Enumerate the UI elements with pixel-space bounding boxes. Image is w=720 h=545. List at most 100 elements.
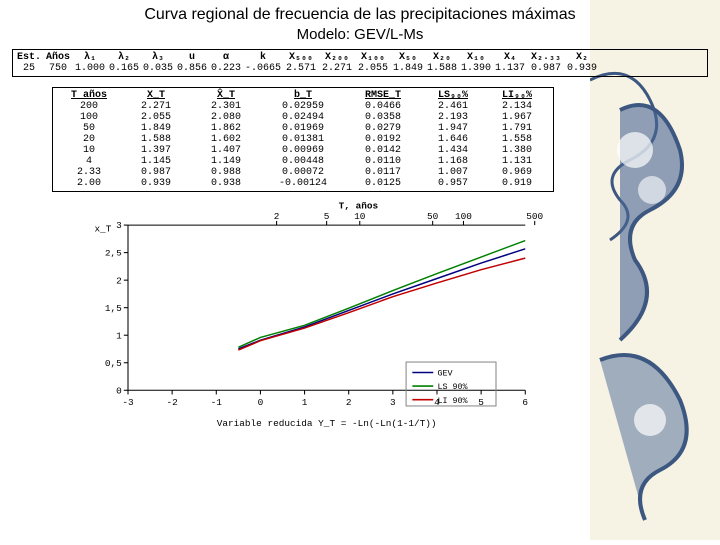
cell: 25 — [15, 63, 43, 74]
svg-text:6: 6 — [522, 397, 528, 408]
col-header: λ₂ — [107, 52, 141, 63]
page-title: Curva regional de frecuencia de las prec… — [12, 6, 708, 24]
col-header: α — [209, 52, 243, 63]
page-subtitle: Modelo: GEV/L-Ms — [12, 26, 708, 43]
svg-text:1: 1 — [116, 330, 122, 341]
cell: -.0665 — [243, 63, 283, 74]
cell: 0.939 — [565, 63, 599, 74]
col-header: k — [243, 52, 283, 63]
cell: 20 — [57, 134, 121, 145]
cell: 1.149 — [191, 156, 261, 167]
cell: 2.271 — [319, 63, 355, 74]
col-header: Est. — [15, 52, 43, 63]
cell: 0.938 — [191, 178, 261, 189]
cell: 0.00969 — [261, 145, 345, 156]
col-header: X₂.₃₃ — [527, 52, 565, 63]
cell: 0.939 — [121, 178, 191, 189]
col-header: X₅₀ — [391, 52, 425, 63]
cell: 2.134 — [485, 101, 549, 112]
cell: 0.0358 — [345, 112, 421, 123]
svg-text:5: 5 — [324, 211, 330, 222]
cell: 1.390 — [459, 63, 493, 74]
cell: 0.0192 — [345, 134, 421, 145]
svg-text:1: 1 — [302, 397, 308, 408]
col-header: X₂₀ — [425, 52, 459, 63]
cell: 1.849 — [391, 63, 425, 74]
cell: -0.00124 — [261, 178, 345, 189]
frequency-chart: 00,511,522,53-3-2-10123456251050100500T,… — [72, 200, 552, 435]
cell: 1.145 — [121, 156, 191, 167]
cell: 0.165 — [107, 63, 141, 74]
cell: 2.461 — [421, 101, 485, 112]
svg-text:Variable reducida Y_T = -Ln(-L: Variable reducida Y_T = -Ln(-Ln(1-1/T)) — [217, 418, 437, 429]
col-header: λ₃ — [141, 52, 175, 63]
svg-text:0: 0 — [116, 385, 122, 396]
cell: 0.02494 — [261, 112, 345, 123]
cell: 1.168 — [421, 156, 485, 167]
col-header: RMSE_T — [345, 90, 421, 101]
col-header: X_T — [121, 90, 191, 101]
svg-text:0: 0 — [258, 397, 264, 408]
cell: 1.558 — [485, 134, 549, 145]
cell: 1.602 — [191, 134, 261, 145]
cell: 0.0117 — [345, 167, 421, 178]
cell: 2.301 — [191, 101, 261, 112]
cell: 1.397 — [121, 145, 191, 156]
col-header: LS₉₀% — [421, 90, 485, 101]
cell: 0.0279 — [345, 123, 421, 134]
cell: 0.01969 — [261, 123, 345, 134]
cell: 0.035 — [141, 63, 175, 74]
cell: 10 — [57, 145, 121, 156]
col-header: X̂_T — [191, 90, 261, 101]
cell: 1.967 — [485, 112, 549, 123]
cell: 0.00072 — [261, 167, 345, 178]
svg-text:10: 10 — [354, 211, 366, 222]
svg-text:2: 2 — [116, 275, 122, 286]
svg-text:-1: -1 — [211, 397, 223, 408]
col-header: LI₉₀% — [485, 90, 549, 101]
col-header: λ₁ — [73, 52, 107, 63]
cell: 1.131 — [485, 156, 549, 167]
svg-text:x_T: x_T — [95, 223, 112, 234]
cell: 0.0142 — [345, 145, 421, 156]
col-header: u — [175, 52, 209, 63]
cell: 1.646 — [421, 134, 485, 145]
cell: 200 — [57, 101, 121, 112]
svg-text:3: 3 — [116, 220, 122, 231]
svg-text:GEV: GEV — [437, 369, 452, 379]
cell: 1.007 — [421, 167, 485, 178]
cell: 0.988 — [191, 167, 261, 178]
col-header: X₄ — [493, 52, 527, 63]
cell: 2.33 — [57, 167, 121, 178]
cell: 100 — [57, 112, 121, 123]
cell: 2.193 — [421, 112, 485, 123]
svg-text:T, años: T, años — [339, 200, 379, 211]
cell: 0.856 — [175, 63, 209, 74]
cell: 4 — [57, 156, 121, 167]
cell: 750 — [43, 63, 73, 74]
cell: 1.588 — [121, 134, 191, 145]
cell: 0.987 — [527, 63, 565, 74]
cell: 0.01381 — [261, 134, 345, 145]
cell: 1.407 — [191, 145, 261, 156]
cell: 0.00448 — [261, 156, 345, 167]
svg-text:-3: -3 — [122, 397, 134, 408]
cell: 1.434 — [421, 145, 485, 156]
cell: 0.223 — [209, 63, 243, 74]
cell: 0.987 — [121, 167, 191, 178]
cell: 0.0466 — [345, 101, 421, 112]
col-header: Años — [43, 52, 73, 63]
svg-text:-2: -2 — [167, 397, 178, 408]
cell: 1.000 — [73, 63, 107, 74]
cell: 0.919 — [485, 178, 549, 189]
svg-text:2,5: 2,5 — [105, 248, 122, 259]
cell: 2.571 — [283, 63, 319, 74]
col-header: X₂ — [565, 52, 599, 63]
svg-text:1,5: 1,5 — [105, 303, 122, 314]
col-header: T años — [57, 90, 121, 101]
cell: 1.791 — [485, 123, 549, 134]
cell: 2.271 — [121, 101, 191, 112]
cell: 0.969 — [485, 167, 549, 178]
cell: 50 — [57, 123, 121, 134]
svg-text:2: 2 — [274, 211, 280, 222]
